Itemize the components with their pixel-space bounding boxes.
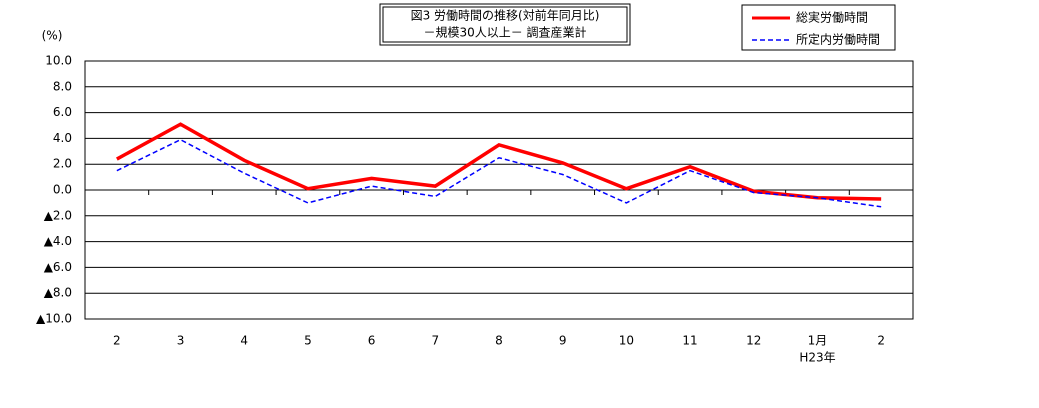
x-tick-label: 6 — [368, 334, 376, 348]
y-tick-label: ▲4.0 — [44, 234, 72, 248]
x-tick-label: 5 — [304, 334, 312, 348]
y-tick-label: ▲8.0 — [44, 286, 72, 300]
y-tick-label: 0.0 — [53, 183, 72, 197]
x-tick-label: 10 — [619, 334, 634, 348]
x-tick-label: 1月 — [808, 334, 828, 348]
y-tick-label: ▲2.0 — [44, 208, 72, 222]
y-tick-label: 2.0 — [53, 157, 72, 171]
x-tick-label: 2 — [113, 334, 121, 348]
x-tick-label: 3 — [177, 334, 185, 348]
chart-subtitle: －規模30人以上－ 調査産業計 — [423, 25, 586, 40]
legend-label: 所定内労働時間 — [796, 32, 880, 47]
x-tick-label: 2 — [877, 334, 885, 348]
y-tick-label: 10.0 — [45, 54, 72, 68]
y-tick-label: ▲6.0 — [44, 260, 72, 274]
title-box — [379, 3, 631, 46]
x-tick-label: 8 — [495, 334, 503, 348]
y-tick-label: 4.0 — [53, 131, 72, 145]
legend — [741, 4, 896, 51]
series-line — [116, 138, 882, 208]
x-tick-label: 12 — [746, 334, 761, 348]
y-tick-label: 6.0 — [53, 105, 72, 119]
x-tick-label: 9 — [559, 334, 567, 348]
series-line — [116, 122, 882, 201]
x-tick-label: 11 — [682, 334, 697, 348]
x-tick-label: 7 — [431, 334, 439, 348]
x-tick-sublabel: H23年 — [799, 351, 835, 365]
y-tick-label: 8.0 — [53, 79, 72, 93]
title-box-inner — [382, 6, 628, 43]
chart-title: 図3 労働時間の推移(対前年同月比) — [411, 8, 600, 23]
y-axis-label: (%) — [42, 29, 63, 43]
legend-label: 総実労働時間 — [796, 10, 868, 25]
y-tick-label: ▲10.0 — [36, 312, 72, 326]
x-tick-label: 4 — [240, 334, 248, 348]
